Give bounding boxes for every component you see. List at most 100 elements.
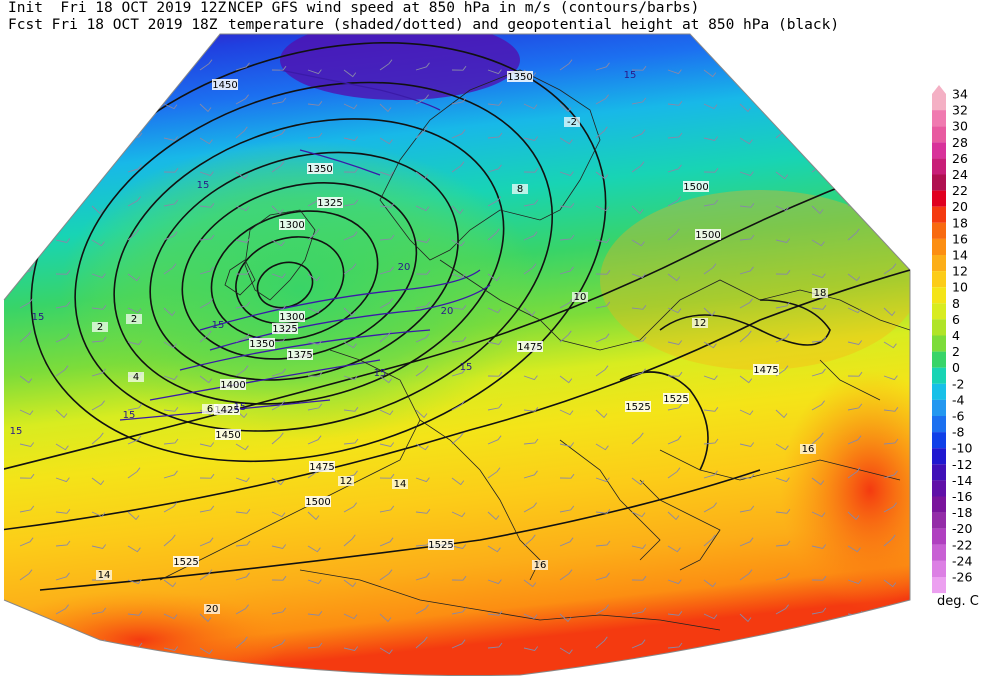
wind-barb	[847, 196, 861, 207]
colorbar-swatch	[932, 480, 946, 497]
wind-barb	[19, 569, 33, 581]
wind-barb	[91, 97, 107, 105]
height-contour-label: 1475	[517, 342, 542, 353]
wind-barb	[811, 511, 826, 518]
wind-barb	[163, 136, 179, 142]
wind-barb	[487, 132, 503, 139]
wind-barb	[775, 572, 790, 581]
wind-barb	[343, 579, 357, 588]
wind-barb	[91, 368, 106, 377]
wind-barb	[667, 132, 683, 139]
colorbar-label: 10	[952, 280, 968, 295]
height-contour-label: 1525	[428, 540, 453, 551]
wind-barb	[307, 371, 323, 377]
wind-barb	[523, 534, 536, 547]
wind-barb	[55, 333, 70, 343]
wind-barb	[415, 333, 430, 343]
wind-barb	[235, 94, 249, 105]
wind-contour-label: 15	[212, 320, 225, 331]
colorbar-label: 26	[952, 151, 968, 166]
wind-barb	[847, 132, 863, 139]
wind-contour-line	[199, 269, 481, 331]
wind-barb	[559, 505, 575, 513]
height-contour-ring	[30, 42, 607, 463]
wind-barb	[703, 263, 717, 275]
wind-barb	[91, 305, 107, 310]
colorbar-label: -2	[952, 376, 964, 391]
colorbar-label: -4	[952, 392, 965, 407]
wind-barb	[559, 298, 573, 309]
wind-barb	[415, 94, 429, 105]
wind-barb	[703, 407, 719, 412]
wind-barb	[595, 409, 608, 419]
wind-barb	[19, 473, 35, 479]
height-contour-label: 1325	[272, 324, 297, 335]
wind-barb	[523, 199, 539, 207]
wind-barb	[307, 228, 320, 241]
wind-barb	[127, 196, 141, 207]
wind-barb	[235, 171, 249, 180]
wind-barb	[55, 94, 69, 105]
wind-barb	[271, 239, 285, 247]
wind-barb	[775, 509, 791, 514]
wind-barb	[235, 301, 251, 309]
wind-barb	[199, 473, 215, 479]
header: Init Fri 18 OCT 2019 12Z Fcst Fri 18 OCT…	[0, 0, 1000, 34]
wind-barb	[847, 371, 863, 377]
wind-barb	[271, 336, 287, 343]
wind-barb	[91, 477, 105, 486]
wind-barb	[415, 477, 430, 483]
wind-barb	[379, 473, 395, 479]
wind-barb	[667, 467, 681, 479]
wind-barb	[631, 368, 646, 377]
wind-barb	[811, 336, 827, 343]
wind-barb	[451, 97, 467, 105]
wind-barb	[163, 438, 179, 445]
temperature-label: 16	[534, 560, 547, 571]
wind-barb	[55, 572, 70, 581]
colorbar-label: 16	[952, 231, 968, 246]
wind-barb	[595, 94, 609, 105]
colorbar-swatch	[932, 222, 946, 239]
wind-barb	[847, 101, 863, 106]
wind-barb	[847, 228, 860, 241]
colorbar-swatch	[932, 206, 946, 223]
wind-barb	[451, 368, 466, 377]
wind-barb	[451, 544, 467, 550]
wind-contour-label: 15	[197, 180, 210, 191]
wind-barb	[271, 273, 286, 279]
wind-barb	[883, 502, 897, 513]
wind-barb	[703, 438, 719, 445]
wind-barb	[775, 301, 791, 309]
forecast-time: Fcst Fri 18 OCT 2019 18Z	[8, 17, 218, 33]
colorbar-swatch	[932, 158, 946, 175]
wind-barb	[739, 505, 755, 513]
wind-barb	[19, 409, 34, 416]
wind-barb	[883, 167, 899, 173]
wind-contour-line	[299, 149, 381, 176]
height-contour-label: 1300	[279, 220, 304, 231]
wind-barb	[271, 511, 286, 518]
wind-barb	[19, 442, 35, 448]
height-contour-labels: 1350145013501325130013001325135013751400…	[173, 71, 779, 568]
wind-contour-labels: 15 15 15 15 15 20 20 15 15 15 15	[10, 70, 637, 437]
wind-barb	[595, 365, 609, 377]
wind-barb	[883, 103, 898, 110]
colorbar-label: -10	[952, 441, 972, 456]
wind-barb	[199, 266, 214, 275]
wind-barb	[91, 432, 104, 445]
wind-barb	[631, 205, 644, 215]
wind-barb	[271, 368, 286, 377]
wind-barb	[667, 642, 683, 649]
wind-barb	[775, 409, 788, 419]
wind-barb	[667, 611, 683, 616]
wind-barb	[595, 301, 611, 309]
wind-barb	[379, 234, 395, 241]
wind-contour-line	[209, 284, 491, 351]
wind-barb	[451, 273, 466, 279]
height-contour-line	[39, 469, 761, 591]
wind-barb	[667, 273, 681, 282]
colorbar-label: 0	[952, 360, 960, 375]
wind-barb	[487, 611, 503, 616]
wind-barb	[199, 234, 215, 241]
